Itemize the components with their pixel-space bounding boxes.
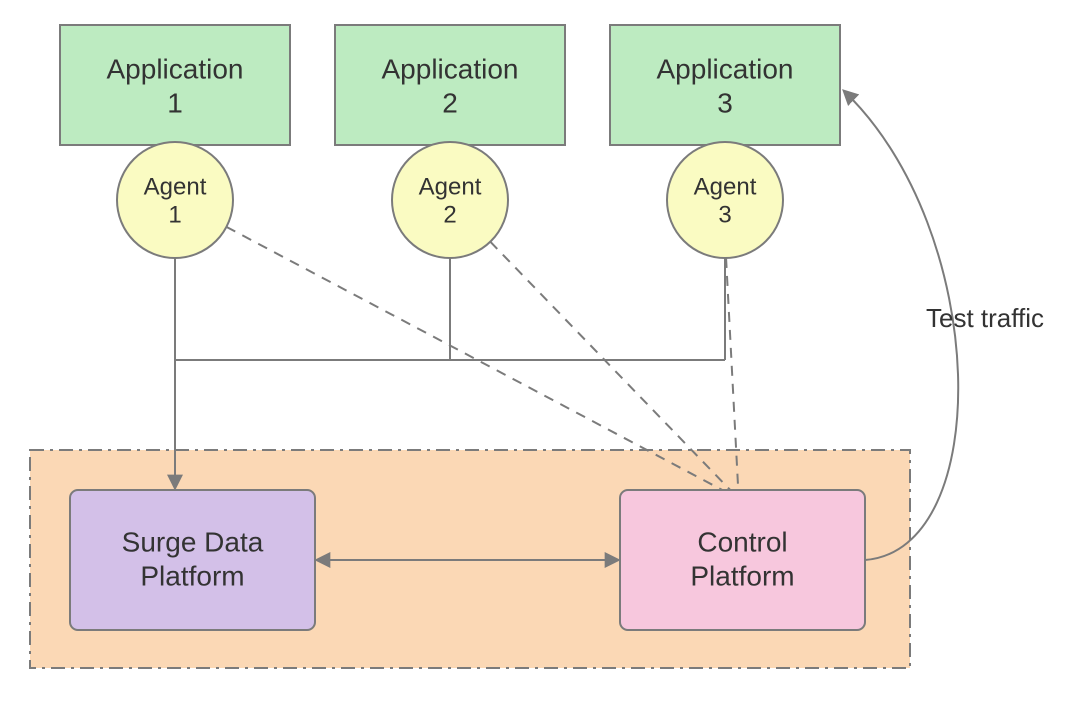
svg-text:Platform: Platform — [690, 560, 794, 591]
architecture-diagram: Application1Application2Application3Agen… — [0, 0, 1080, 710]
application-3-box — [610, 25, 840, 145]
svg-text:Platform: Platform — [140, 560, 244, 591]
svg-text:2: 2 — [442, 87, 458, 118]
svg-text:Application: Application — [382, 53, 519, 84]
svg-text:Agent: Agent — [694, 173, 757, 200]
svg-text:1: 1 — [167, 87, 183, 118]
application-1-box — [60, 25, 290, 145]
test-traffic-label: Test traffic — [926, 303, 1044, 333]
svg-text:Agent: Agent — [144, 173, 207, 200]
svg-text:3: 3 — [718, 201, 731, 228]
svg-text:Application: Application — [107, 53, 244, 84]
application-2-box — [335, 25, 565, 145]
svg-text:2: 2 — [443, 201, 456, 228]
svg-text:1: 1 — [168, 201, 181, 228]
svg-text:Agent: Agent — [419, 173, 482, 200]
svg-text:Application: Application — [657, 53, 794, 84]
svg-text:3: 3 — [717, 87, 733, 118]
svg-text:Control: Control — [697, 526, 787, 557]
svg-text:Surge Data: Surge Data — [122, 526, 264, 557]
